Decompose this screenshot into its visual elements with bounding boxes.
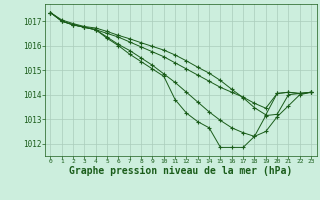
X-axis label: Graphe pression niveau de la mer (hPa): Graphe pression niveau de la mer (hPa)	[69, 166, 292, 176]
